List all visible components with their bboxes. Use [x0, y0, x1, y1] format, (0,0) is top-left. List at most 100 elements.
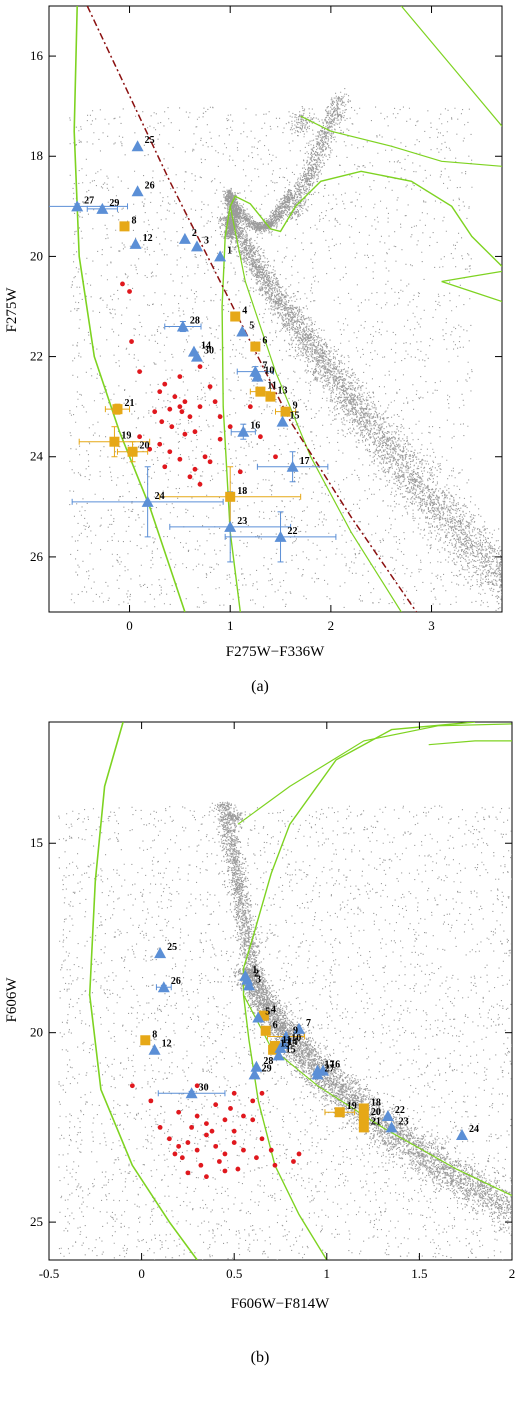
b-red-dot-21: [198, 1162, 204, 1168]
panel-a-markers: [71, 140, 299, 542]
a-point-label-19: 19: [121, 431, 131, 442]
b-point-label-15: 15: [286, 1044, 296, 1055]
a-red-dot-7: [197, 364, 203, 369]
b-xtick-label-4: 1.5: [411, 1266, 427, 1281]
b-blue-triangle-14: [274, 1041, 287, 1053]
b-field-dots: [58, 801, 512, 1260]
panel-b-xlabel: F606W−F814W: [231, 1296, 330, 1312]
b-point-label-1: 1: [252, 965, 257, 976]
b-point-label-26: 26: [171, 976, 181, 987]
b-blue-triangle-5: [252, 1011, 265, 1023]
b-point-label-12: 12: [162, 1039, 172, 1050]
b-point-label-2: 2: [254, 969, 259, 980]
b-red-dot-23: [235, 1166, 241, 1172]
a-blue-triangle-29: [96, 202, 109, 214]
a-red-dot-10: [182, 399, 188, 405]
b-red-dot-16: [231, 1140, 237, 1145]
a-point-label-11: 11: [267, 381, 276, 392]
b-blue-triangle-9: [280, 1030, 293, 1042]
b-red-dot-31: [231, 1090, 237, 1096]
a-ytick-label-3: 22: [30, 349, 43, 364]
a-point-label-12: 12: [143, 233, 153, 244]
a-red-dot-39: [247, 404, 253, 410]
a-red-dot-34: [187, 474, 193, 480]
a-red-dot-37: [177, 456, 183, 462]
b-red-dot-12: [194, 1147, 200, 1153]
a-ytick-label-4: 24: [30, 449, 44, 464]
panel-a-red-dots: [120, 281, 278, 487]
b-yellow-square-4: [258, 1010, 269, 1021]
b-red-dot-39: [268, 1147, 274, 1153]
b-xtick-label-1: 0: [138, 1266, 145, 1281]
b-point-label-6: 6: [273, 1020, 278, 1031]
b-xtick-label-5: 2: [509, 1266, 516, 1281]
b-red-dot-28: [185, 1170, 191, 1176]
a-isochrone-ms: [221, 170, 502, 612]
a-point-label-10: 10: [264, 366, 274, 377]
b-point-label-21: 21: [371, 1116, 381, 1127]
a-blue-triangle-17: [286, 460, 299, 472]
a-red-dot-17: [169, 424, 175, 430]
a-point-label-8: 8: [132, 215, 137, 226]
a-yellow-square-9: [280, 406, 291, 417]
a-red-dot-6: [177, 374, 183, 380]
a-red-dot-4: [157, 389, 163, 395]
b-point-label-5: 5: [265, 1007, 270, 1018]
a-yellow-square-11: [255, 386, 266, 397]
a-ytick-label-2: 20: [30, 248, 43, 263]
a-red-dot-32: [273, 454, 278, 460]
b-point-label-16: 16: [330, 1060, 340, 1071]
b-point-label-18: 18: [371, 1097, 381, 1108]
a-blue-triangle-26: [131, 185, 144, 197]
b-ytick-label-0: 15: [30, 835, 43, 850]
b-yellow-square-20: [358, 1112, 369, 1123]
a-point-label-22: 22: [288, 526, 298, 537]
a-red-dot-2: [129, 339, 134, 344]
a-xtick-label-0: 0: [126, 618, 133, 633]
a-point-label-29: 29: [109, 198, 119, 209]
a-red-dot-9: [172, 394, 178, 400]
b-blue-triangle-25: [154, 947, 167, 959]
a-red-dot-27: [182, 431, 188, 437]
a-yellow-square-18: [225, 491, 236, 502]
b-red-dot-15: [222, 1151, 228, 1157]
b-red-dot-19: [259, 1136, 265, 1142]
b-red-dot-10: [176, 1143, 182, 1149]
a-blue-triangle-15: [276, 415, 289, 427]
b-red-dot-14: [213, 1143, 219, 1149]
b-point-label-17: 17: [325, 1060, 335, 1071]
a-point-label-27: 27: [84, 195, 94, 206]
panel-a-caption: (a): [251, 678, 269, 695]
b-blue-triangle-28: [250, 1060, 263, 1072]
a-xtick-label-1: 1: [227, 618, 234, 633]
a-point-label-28: 28: [190, 316, 200, 327]
b-isochrone-tip: [428, 740, 512, 746]
b-red-dot-37: [172, 1151, 178, 1157]
a-blue-triangle-28: [176, 320, 189, 332]
a-red-dot-15: [197, 404, 203, 410]
a-isochrone-agb: [400, 6, 502, 127]
a-yellow-square-4: [230, 311, 241, 322]
a-red-dot-19: [192, 429, 198, 435]
a-red-dot-30: [217, 436, 223, 442]
b-point-label-30: 30: [199, 1082, 209, 1093]
a-red-dot-22: [212, 399, 218, 405]
a-yellow-square-8: [119, 221, 130, 232]
a-point-label-9: 9: [293, 401, 298, 412]
b-yellow-square-18: [358, 1103, 369, 1114]
a-point-label-24: 24: [155, 491, 165, 502]
a-point-label-4: 4: [242, 306, 247, 317]
a-point-label-25: 25: [145, 135, 155, 146]
a-point-label-5: 5: [249, 321, 254, 332]
b-blue-triangle-30: [185, 1087, 198, 1099]
a-red-dot-36: [162, 464, 168, 470]
a-blue-triangle-27: [71, 200, 84, 212]
b-point-label-22: 22: [395, 1105, 405, 1116]
a-point-label-23: 23: [237, 516, 247, 527]
a-point-label-3: 3: [204, 235, 209, 246]
panel-b-caption: (b): [251, 1349, 270, 1366]
a-blue-triangle-30: [190, 350, 203, 362]
